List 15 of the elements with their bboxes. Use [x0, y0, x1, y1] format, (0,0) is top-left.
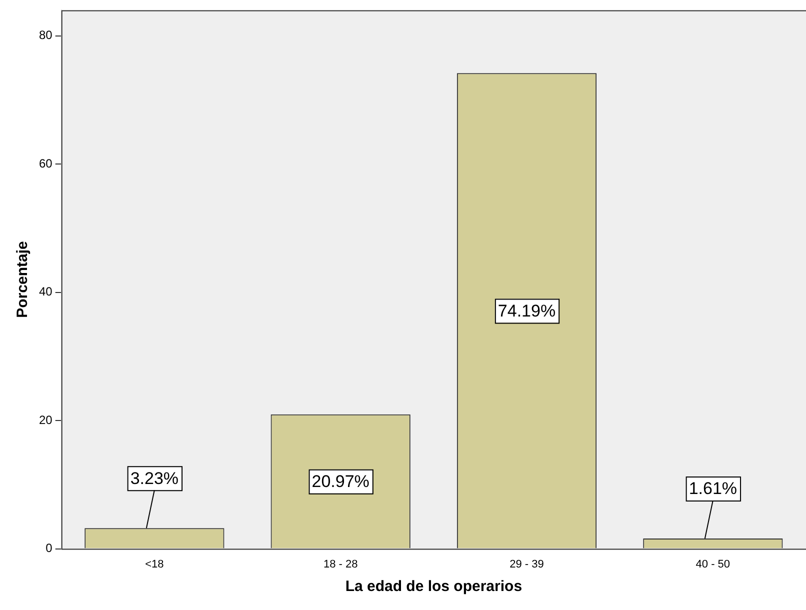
y-tick-label: 40: [38, 284, 53, 299]
data-label: 74.19%: [498, 301, 556, 320]
x-tick-label: 18 - 28: [323, 558, 358, 570]
x-tick-label: 40 - 50: [696, 558, 730, 570]
data-label: 3.23%: [130, 468, 179, 488]
y-tick-label: 20: [38, 412, 53, 427]
y-tick-label: 60: [38, 156, 53, 170]
x-tick-label: <18: [145, 558, 164, 570]
x-axis-title: La edad de los operarios: [345, 578, 522, 596]
data-label: 1.61%: [688, 479, 738, 498]
y-axis-title: Porcentaje: [14, 241, 32, 318]
x-tick-label: 29 - 39: [510, 558, 544, 570]
y-tick-label: 80: [38, 28, 53, 42]
y-tick-label: 0: [46, 541, 53, 556]
data-label: 20.97%: [312, 472, 370, 492]
